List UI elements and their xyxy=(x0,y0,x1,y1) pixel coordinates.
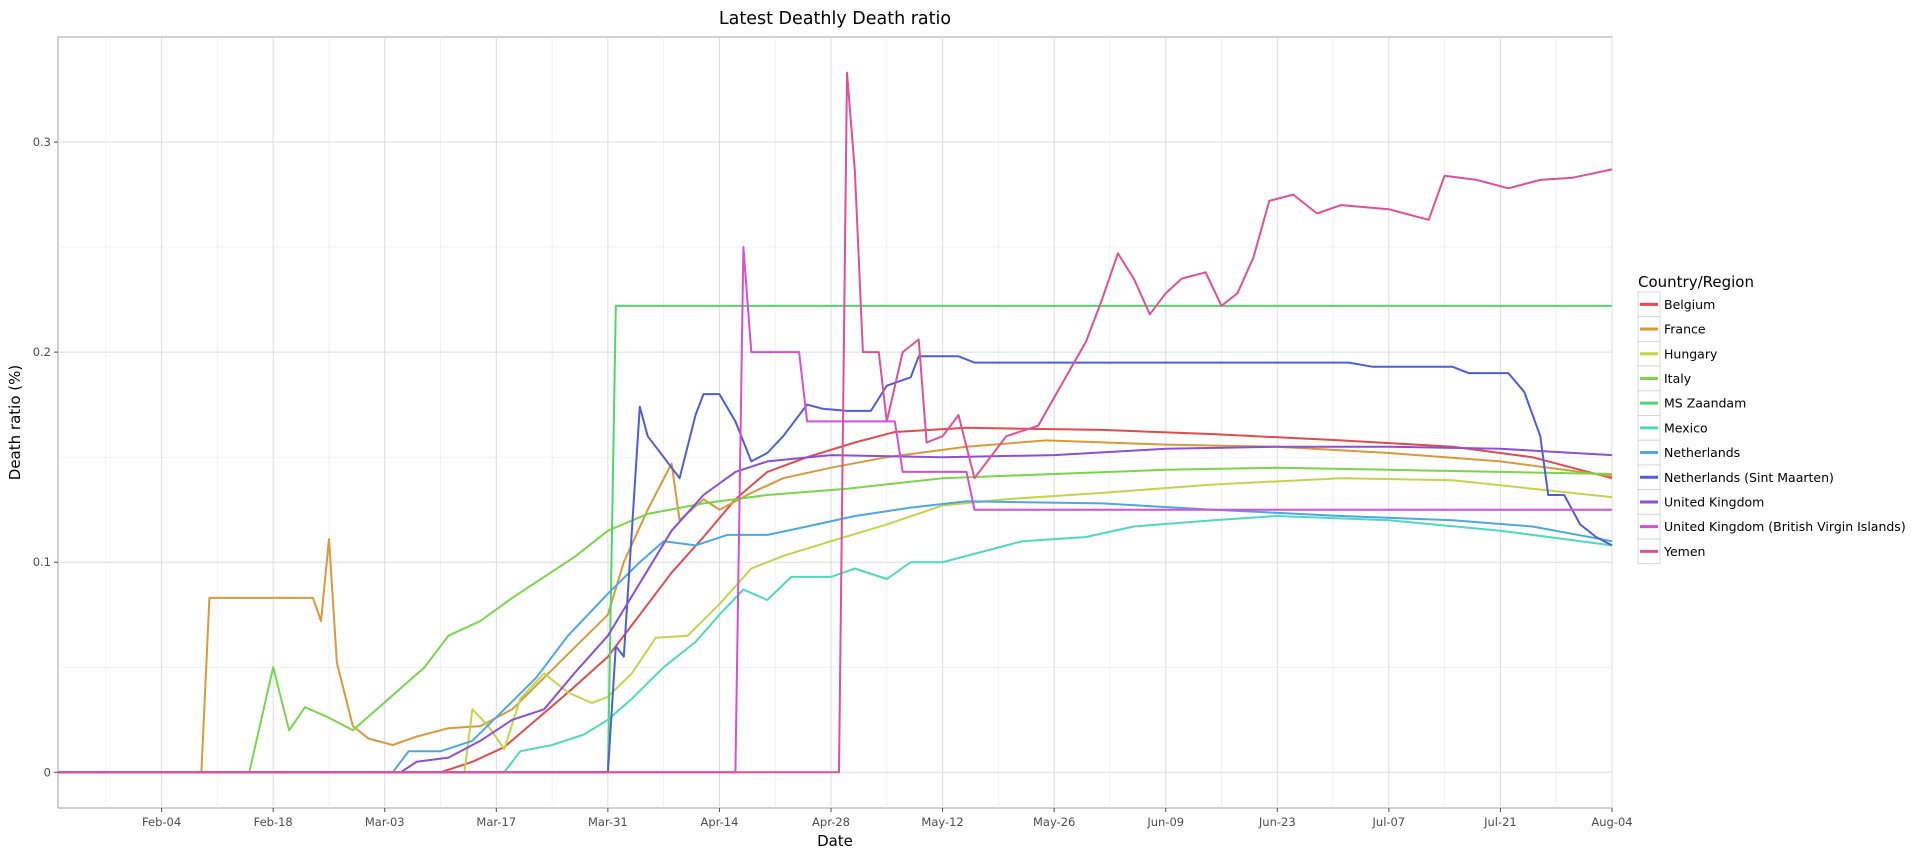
y-axis-title: Death ratio (%) xyxy=(6,365,24,480)
x-tick-label: Aug-04 xyxy=(1591,815,1632,829)
legend-label-belgium: Belgium xyxy=(1664,297,1715,312)
legend-label-netherlands: Netherlands xyxy=(1664,445,1740,460)
series-line-netherlands xyxy=(58,500,1613,774)
series-line-france xyxy=(58,439,1613,774)
legend-label-mexico: Mexico xyxy=(1664,420,1708,435)
legend-label-united-kingdom-british-virgin-islands: United Kingdom (British Virgin Islands) xyxy=(1664,519,1906,534)
x-tick-label: Jul-21 xyxy=(1483,815,1517,829)
y-axis: 0 0.1 0.2 0.3 xyxy=(33,135,58,779)
legend-label-hungary: Hungary xyxy=(1664,346,1718,361)
legend-label-ms-zaandam: MS Zaandam xyxy=(1664,396,1746,411)
y-tick-label: 0.2 xyxy=(33,345,51,359)
x-axis-title: Date xyxy=(817,832,853,850)
x-tick-label: Mar-31 xyxy=(588,815,628,829)
x-axis: Feb-04 Feb-18 Mar-03 Mar-17 Mar-31 Apr-14 Apr-… xyxy=(142,808,1633,829)
x-tick-label: Jun-23 xyxy=(1258,815,1296,829)
series-line-hungary xyxy=(58,477,1613,774)
x-tick-label: Jun-09 xyxy=(1146,815,1184,829)
grid xyxy=(58,37,1613,808)
series-lines xyxy=(58,71,1613,774)
x-tick-label: Mar-03 xyxy=(365,815,405,829)
x-tick-label: Feb-04 xyxy=(142,815,181,829)
series-line-netherlands-sint-maarten xyxy=(58,355,1613,774)
legend-label-netherlands-sint-maarten: Netherlands (Sint Maarten) xyxy=(1664,470,1834,485)
x-tick-label: Mar-17 xyxy=(476,815,516,829)
legend-label-italy: Italy xyxy=(1664,371,1692,386)
x-tick-label: May-12 xyxy=(921,815,963,829)
x-tick-label: Apr-28 xyxy=(812,815,850,829)
plot-area xyxy=(57,36,1613,809)
legend: Country/Region Belgium France Hungary Italy… xyxy=(1637,273,1906,565)
series-line-mexico xyxy=(58,515,1613,774)
y-tick-label: 0.1 xyxy=(33,555,51,569)
x-tick-label: Apr-14 xyxy=(700,815,738,829)
series-line-united-kingdom-british-virgin-islands xyxy=(58,246,1612,774)
series-line-united-kingdom xyxy=(58,445,1613,774)
x-tick-label: May-26 xyxy=(1033,815,1075,829)
y-tick-label: 0.3 xyxy=(33,135,51,149)
series-line-yemen xyxy=(58,71,1613,774)
chart-title: Latest Deathly Death ratio xyxy=(719,9,951,29)
legend-label-yemen: Yemen xyxy=(1663,544,1705,559)
legend-title: Country/Region xyxy=(1638,273,1754,291)
legend-label-united-kingdom: United Kingdom xyxy=(1664,494,1764,509)
y-tick-label: 0 xyxy=(44,765,51,779)
x-tick-label: Jul-07 xyxy=(1372,815,1406,829)
x-tick-label: Feb-18 xyxy=(254,815,293,829)
series-line-italy xyxy=(58,466,1613,774)
legend-label-france: France xyxy=(1664,322,1706,337)
series-line-belgium xyxy=(58,426,1613,774)
